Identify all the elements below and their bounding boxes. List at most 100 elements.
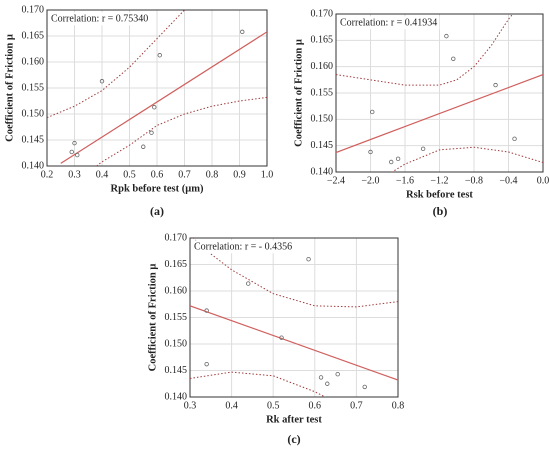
confidence-upper [336, 14, 514, 86]
data-point [204, 361, 209, 367]
x-tick-label: −2.4 [327, 175, 345, 186]
x-tick-label: 0.8 [206, 169, 219, 180]
annotation: Correlation: r = 0.41934 [340, 17, 437, 28]
y-tick-label: 0.140 [311, 166, 334, 177]
x-tick-label: 0.4 [96, 169, 109, 180]
confidence-lower [391, 146, 543, 172]
x-tick-label: 0.5 [267, 400, 280, 411]
x-tick-label: −0.4 [499, 175, 517, 186]
data-point [149, 130, 154, 135]
y-tick-label: 0.165 [22, 30, 45, 41]
confidence-upper [47, 10, 185, 119]
x-tick-label: −1.2 [430, 175, 448, 186]
data-point [512, 136, 517, 142]
annotation-box [192, 240, 295, 254]
x-axis-label: Rpk before test (μm) [111, 183, 204, 194]
y-tick-label: 0.145 [311, 140, 334, 151]
data-point [141, 144, 146, 149]
annotation: Correlation: r = 0.75340 [51, 13, 148, 24]
y-tick-label: 0.155 [311, 87, 334, 98]
data-point [246, 281, 251, 286]
x-tick-label: 0.7 [350, 400, 363, 411]
confidence-upper [192, 238, 398, 308]
y-tick-label: 0.145 [165, 365, 188, 376]
plot-frame [189, 237, 399, 398]
x-tick-label: 0.5 [123, 169, 136, 180]
y-axis-label: Coefficient of Friction μ [293, 39, 304, 147]
y-tick-label: 0.160 [22, 56, 45, 67]
data-point [99, 79, 105, 84]
x-tick-label: 0.3 [184, 400, 197, 411]
regression-line [60, 31, 267, 164]
data-point [204, 308, 209, 313]
annotation-box [49, 12, 151, 26]
x-tick-label: 0.2 [41, 169, 54, 180]
x-tick-label: 0.0 [537, 175, 550, 186]
regression-line [336, 74, 543, 154]
x-tick-label: 0.8 [392, 400, 405, 411]
y-tick-label: 0.170 [22, 4, 45, 15]
y-tick-label: 0.140 [22, 160, 45, 171]
data-point [368, 149, 373, 155]
y-tick-label: 0.170 [165, 232, 188, 243]
caption: (b) [433, 204, 448, 218]
data-point [370, 109, 375, 115]
data-point [335, 372, 340, 377]
y-tick-label: 0.140 [165, 391, 188, 402]
plot-frame [46, 9, 268, 167]
chart: 0.140 0.145 0.150 0.155 0.160 0.165 0.170 0.3 0.… [147, 232, 404, 445]
plot-content [190, 238, 398, 397]
data-point [420, 146, 426, 152]
data-point [306, 257, 311, 262]
data-point [493, 82, 498, 88]
plot-content [47, 10, 267, 166]
confidence-lower [96, 96, 267, 166]
y-tick-label: 0.155 [165, 312, 188, 323]
x-tick-label: 0.6 [309, 400, 322, 411]
x-tick-label: −0.8 [465, 175, 483, 186]
data-point [75, 152, 80, 158]
plot-content [336, 14, 543, 172]
caption: (a) [150, 204, 164, 218]
x-tick-label: 0.7 [178, 169, 191, 180]
data-point [72, 140, 77, 146]
x-tick-label: 0.6 [151, 169, 164, 180]
plot-frame [335, 13, 544, 173]
regression-line [190, 305, 398, 381]
y-tick-label: 0.160 [165, 285, 188, 296]
y-tick-label: 0.150 [22, 108, 45, 119]
data-point [318, 375, 324, 380]
data-point [362, 384, 367, 390]
x-tick-label: 0.3 [68, 169, 81, 180]
y-tick-label: 0.150 [311, 114, 334, 125]
chart: 0.140 0.145 0.150 0.155 0.160 0.165 0.170 0.2 0.… [4, 4, 273, 217]
data-point [152, 105, 157, 110]
data-point [325, 381, 330, 386]
data-point [279, 335, 284, 340]
y-tick-label: 0.165 [165, 259, 188, 270]
data-point [444, 33, 449, 39]
annotation: Correlation: r = - 0.4356 [194, 241, 292, 252]
data-point [389, 159, 394, 165]
y-tick-label: 0.170 [311, 8, 334, 19]
y-tick-label: 0.155 [22, 82, 45, 93]
y-axis-label: Coefficient of Friction μ [147, 264, 158, 372]
y-tick-label: 0.160 [311, 61, 334, 72]
x-axis-label: Rsk before test [406, 189, 473, 200]
annotation-box [338, 16, 440, 30]
chart: 0.140 0.145 0.150 0.155 0.160 0.165 0.170 −2.4 −… [293, 8, 549, 217]
x-tick-label: 1.0 [261, 169, 274, 180]
x-tick-label: 0.4 [225, 400, 238, 411]
confidence-lower [190, 371, 327, 397]
data-point [157, 53, 162, 58]
data-point [69, 149, 74, 155]
x-axis-label: Rk after test [266, 414, 322, 425]
y-tick-label: 0.145 [22, 134, 45, 145]
y-tick-label: 0.150 [165, 338, 188, 349]
data-point [451, 56, 456, 61]
caption: (c) [287, 432, 300, 446]
y-tick-label: 0.165 [311, 35, 334, 46]
x-tick-label: −2.0 [361, 175, 379, 186]
x-tick-label: −1.6 [396, 175, 414, 186]
